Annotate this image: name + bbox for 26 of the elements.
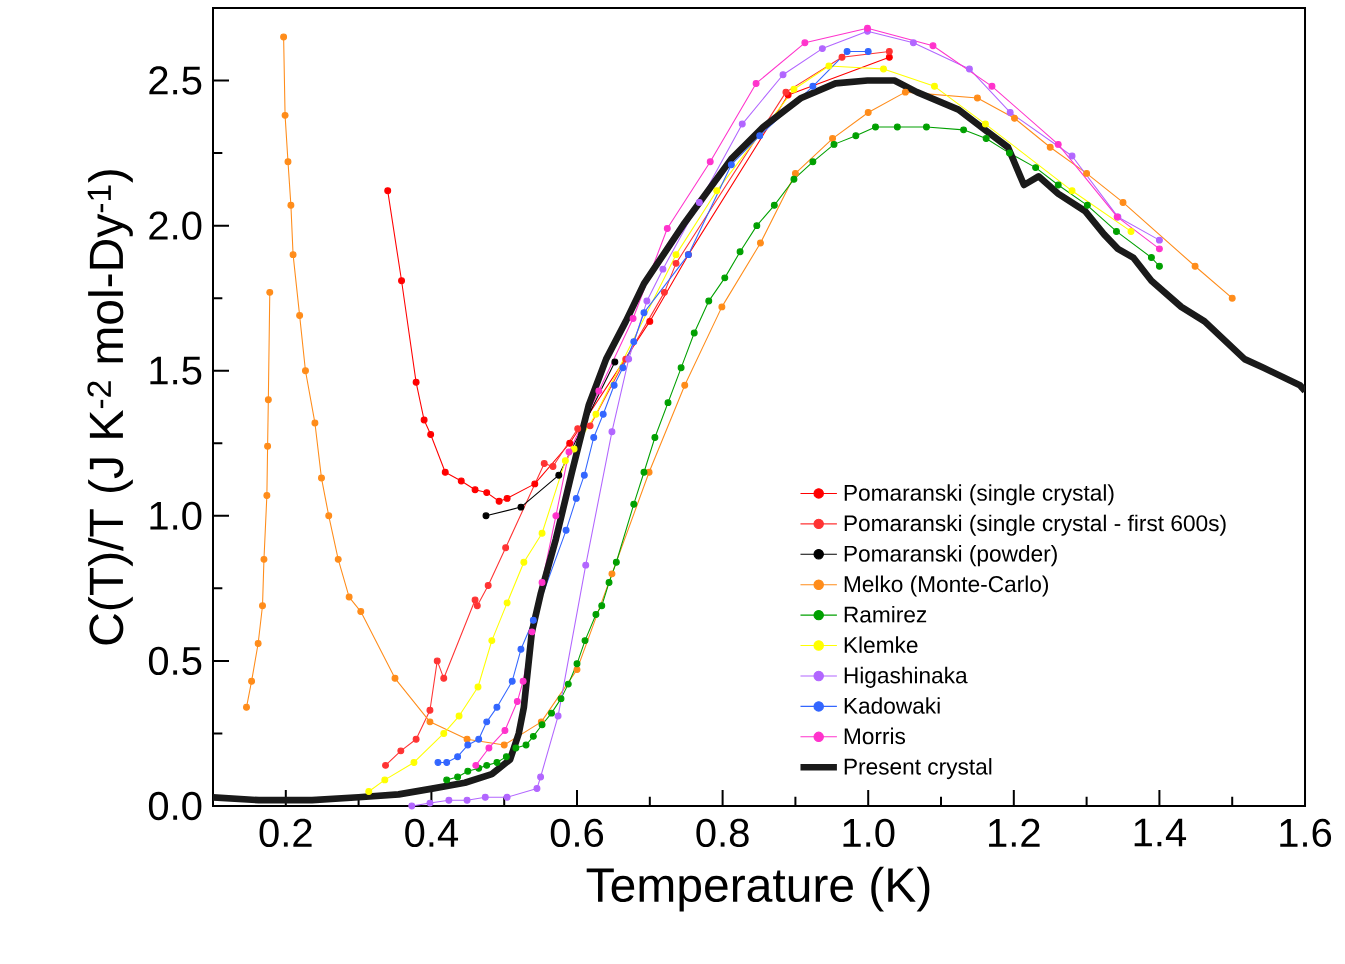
legend-label: Klemke bbox=[844, 636, 918, 653]
legend-label: Pomaranski (single crystal - first 600s) bbox=[844, 514, 1226, 536]
legend-label: Morris bbox=[844, 727, 906, 745]
y-tick-label: 2.5 bbox=[149, 66, 202, 95]
legend-label: Pomaranski (single crystal) bbox=[844, 484, 1114, 506]
legend-label: Higashinaka bbox=[844, 666, 968, 688]
y-tick-label: 0.5 bbox=[148, 646, 202, 676]
x-tick-label: 1.4 bbox=[1134, 818, 1187, 847]
x-tick-label: 1.0 bbox=[843, 818, 895, 848]
x-tick-label: 0.4 bbox=[405, 818, 459, 848]
legend-label: Kadowaki bbox=[844, 697, 940, 714]
x-tick-label: 0.8 bbox=[696, 818, 749, 848]
y-tick-label: 1.5 bbox=[150, 356, 202, 385]
y-axis-title: C(T)/T (J K$^{-2}$ mol-Dy$^{-1}$) bbox=[87, 170, 133, 645]
y-tick-label: 1.0 bbox=[150, 501, 202, 530]
x-tick-label: 0.6 bbox=[550, 818, 604, 848]
x-tick-label: 0.2 bbox=[259, 818, 312, 848]
legend-label: Ramirez bbox=[844, 605, 927, 623]
y-tick-label: 2.0 bbox=[149, 211, 202, 240]
legend-label: Present crystal bbox=[844, 758, 992, 780]
legend-label: Melko (Monte-Carlo) bbox=[844, 575, 1049, 597]
x-tick-label: 1.2 bbox=[989, 818, 1040, 847]
x-tick-label: 1.6 bbox=[1280, 818, 1332, 848]
x-axis-title: Temperature (K) bbox=[586, 866, 930, 912]
y-tick-label: 0.0 bbox=[148, 791, 202, 821]
legend-label: Pomaranski (powder) bbox=[844, 545, 1057, 567]
